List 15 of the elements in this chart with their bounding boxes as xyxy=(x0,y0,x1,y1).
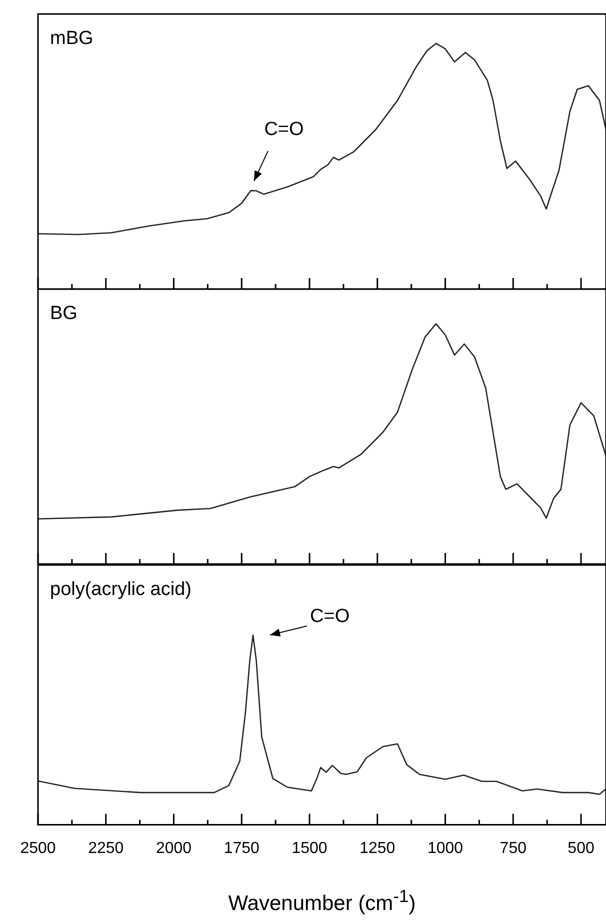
annotation: C=O xyxy=(264,119,304,140)
x-tick-label: 2500 xyxy=(20,840,56,857)
x-tick-label: 500 xyxy=(568,840,594,857)
x-tick-label: 1500 xyxy=(292,840,328,857)
text: C=O xyxy=(310,606,350,628)
x-tick-label: 1000 xyxy=(427,840,464,857)
chart-title: poly(acrylic acid) xyxy=(50,579,192,600)
x-tick-label: 2250 xyxy=(88,840,124,857)
x-tick-label: 2000 xyxy=(156,840,192,857)
chart-title: BG xyxy=(50,303,78,324)
x-axis-title: Wavenumber (cm$^{-1}$) xyxy=(227,886,417,916)
x-tick-label: 1250 xyxy=(360,840,396,857)
x-tick-label: 750 xyxy=(500,840,527,857)
x-tick-label: 1750 xyxy=(224,840,260,857)
chart-title: mBG xyxy=(50,28,94,49)
